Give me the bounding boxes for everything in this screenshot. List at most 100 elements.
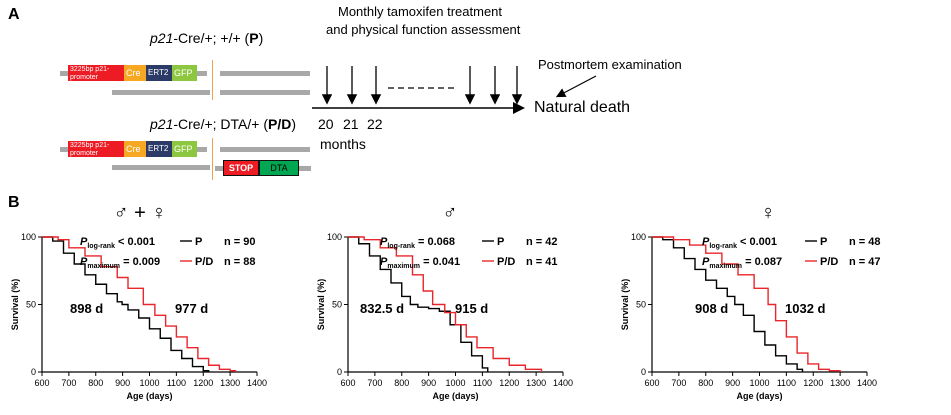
x-tick-label: 700: [367, 378, 382, 388]
survival-charts: 600 700 800 900 1000 1100 1200 1300 1400050100Ag…: [10, 202, 881, 401]
median-label: 915 d: [455, 301, 488, 316]
median-label: 977 d: [175, 301, 208, 316]
x-tick-label: 1100: [777, 378, 796, 388]
x-tick-label: 1100: [167, 378, 186, 388]
x-tick-label: 600: [644, 378, 659, 388]
legend-n: n = 48: [849, 236, 881, 248]
gene-name: p21: [150, 116, 174, 132]
survival-curve-pd: [348, 236, 543, 372]
x-tick-label: 1100: [473, 378, 492, 388]
allele-bar: [112, 90, 210, 95]
sex-symbol: ♀: [761, 202, 776, 224]
maximum-stat: Pmaximum = 0.041: [380, 256, 460, 270]
logrank-stat: Plog-rank < 0.001: [702, 236, 777, 250]
month-label-20: 20: [318, 116, 334, 132]
legend-label: P/D: [497, 256, 515, 268]
x-tick-label: 1400: [553, 378, 573, 388]
promoter-block: 3225bp p21-promoter: [68, 141, 124, 157]
median-label: 898 d: [70, 301, 103, 316]
legend-n: n = 41: [526, 256, 558, 268]
dta-block: DTA: [259, 160, 299, 176]
x-tick-label: 1200: [193, 378, 213, 388]
y-tick-label: 0: [337, 367, 342, 377]
x-tick-label: 700: [61, 378, 76, 388]
postmortem-arrow: [555, 75, 597, 98]
x-tick-label: 800: [698, 378, 713, 388]
median-label: 1032 d: [785, 301, 826, 316]
gene-name: p21: [150, 30, 174, 46]
survival-curve-pd: [42, 236, 237, 372]
ert2-block: ERT2: [146, 141, 172, 157]
flank-bar: [197, 71, 207, 76]
x-tick-label: 1300: [220, 378, 240, 388]
divider-line: [212, 60, 213, 100]
cre-block: Cre: [124, 141, 146, 157]
y-tick-label: 0: [31, 367, 36, 377]
x-axis-label: Age (days): [432, 391, 478, 401]
logrank-stat: Plog-rank < 0.001: [80, 236, 155, 250]
stop-block: STOP: [223, 160, 259, 176]
x-tick-label: 900: [115, 378, 130, 388]
maximum-stat: Pmaximum = 0.087: [702, 256, 782, 270]
x-tick-label: 800: [88, 378, 103, 388]
flank-bar: [215, 166, 225, 171]
legend-n: n = 88: [224, 256, 256, 268]
divider-line: [212, 138, 213, 180]
flank-bar: [60, 71, 70, 76]
sex-symbol: ♂ + ♀: [114, 202, 167, 224]
x-tick-label: 900: [725, 378, 740, 388]
x-tick-label: 700: [671, 378, 686, 388]
maximum-stat: Pmaximum = 0.009: [80, 256, 160, 270]
y-tick-label: 50: [332, 300, 342, 310]
median-label: 832.5 d: [360, 301, 404, 316]
y-tick-label: 100: [21, 232, 36, 242]
legend-label: P/D: [820, 256, 838, 268]
x-axis-label: Age (days): [126, 391, 172, 401]
x-tick-label: 1300: [526, 378, 546, 388]
natural-death-text: Natural death: [534, 99, 631, 116]
flank-bar: [197, 147, 207, 152]
x-tick-label: 1200: [803, 378, 823, 388]
legend-label: P: [497, 236, 504, 248]
logrank-stat: Plog-rank = 0.068: [380, 236, 455, 250]
y-axis-label: Survival (%): [620, 279, 630, 331]
survival-curve-p: [348, 236, 489, 372]
allele-bar: [220, 147, 310, 152]
genotype-p-label: p21-Cre/+; +/+ (P): [150, 30, 264, 46]
x-tick-label: 600: [340, 378, 355, 388]
genotype-rest: -Cre/+; DTA/+: [173, 116, 260, 132]
x-tick-label: 1400: [857, 378, 877, 388]
postmortem-text: Postmortem examination: [538, 57, 682, 72]
legend-label: P: [195, 236, 202, 248]
legend-n: n = 47: [849, 256, 881, 268]
x-axis-label: Age (days): [736, 391, 782, 401]
panel-b-letter: B: [8, 194, 20, 211]
median-label: 908 d: [695, 301, 728, 316]
sex-symbol: ♂: [443, 202, 458, 224]
y-axis-label: Survival (%): [10, 279, 20, 331]
x-tick-label: 900: [421, 378, 436, 388]
legend-n: n = 90: [224, 236, 256, 248]
x-tick-label: 1300: [830, 378, 850, 388]
x-tick-label: 1000: [139, 378, 159, 388]
y-tick-label: 50: [636, 300, 646, 310]
gfp-block: GFP: [172, 141, 197, 157]
treatment-text-1: Monthly tamoxifen treatment: [338, 4, 503, 19]
survival-curve-p: [652, 236, 804, 372]
y-tick-label: 100: [327, 232, 342, 242]
survival-curve-p: [42, 236, 210, 372]
legend-n: n = 42: [526, 236, 558, 248]
gfp-block: GFP: [172, 65, 197, 81]
allele-bar: [220, 71, 310, 76]
timeline-graphic: [312, 66, 597, 114]
months-unit-label: months: [320, 136, 366, 152]
x-tick-label: 800: [394, 378, 409, 388]
x-tick-label: 600: [34, 378, 49, 388]
y-axis-label: Survival (%): [316, 279, 326, 331]
legend-label: P/D: [195, 256, 213, 268]
y-tick-label: 100: [631, 232, 646, 242]
promoter-block: 3225bp p21-promoter: [68, 65, 124, 81]
genotype-pd-label: p21-Cre/+; DTA/+ (P/D): [150, 116, 297, 132]
allele-bar: [112, 165, 210, 170]
cre-block: Cre: [124, 65, 146, 81]
